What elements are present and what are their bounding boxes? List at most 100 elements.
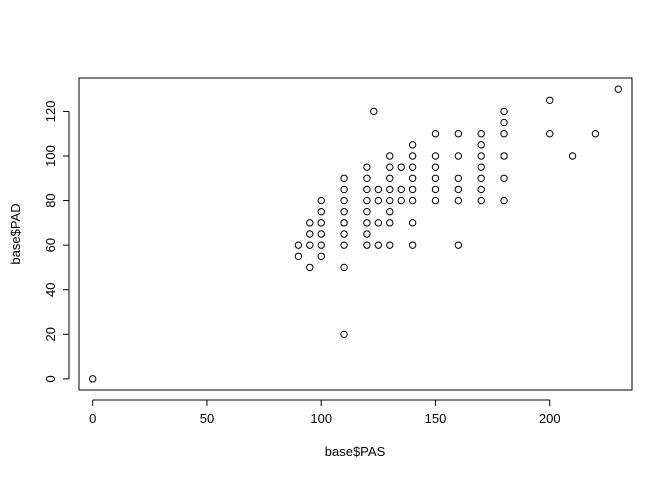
data-point	[477, 185, 485, 194]
data-point	[454, 152, 463, 160]
data-point	[408, 241, 417, 249]
data-point	[363, 196, 371, 205]
data-point	[477, 163, 485, 171]
data-point	[374, 196, 383, 205]
data-point	[340, 263, 348, 272]
data-point	[568, 152, 577, 160]
data-point	[546, 130, 554, 138]
data-point	[454, 196, 463, 205]
data-point	[431, 196, 440, 205]
data-point	[340, 196, 348, 205]
data-point	[454, 174, 463, 182]
data-point	[477, 130, 485, 138]
data-point	[363, 174, 371, 182]
data-point	[317, 241, 325, 249]
data-point	[397, 185, 405, 194]
data-point	[306, 230, 314, 238]
data-point	[317, 196, 325, 205]
data-point	[591, 130, 600, 138]
y-tick-label: 40	[43, 282, 58, 296]
data-point	[317, 219, 325, 227]
x-tick-label: 200	[539, 411, 561, 426]
data-point	[500, 174, 508, 182]
data-point	[454, 130, 463, 138]
data-point	[408, 141, 417, 149]
data-point	[386, 185, 394, 194]
data-point	[546, 96, 554, 104]
data-point	[431, 174, 440, 182]
data-point	[500, 118, 508, 127]
data-point	[454, 185, 463, 194]
data-point	[431, 163, 440, 171]
data-point	[386, 196, 394, 205]
data-point	[317, 252, 325, 260]
data-point	[500, 152, 508, 160]
y-tick-label: 80	[43, 193, 58, 207]
data-point	[408, 163, 417, 171]
y-tick-label: 120	[43, 101, 58, 123]
x-tick-label: 100	[310, 411, 332, 426]
data-point	[477, 196, 485, 205]
data-point	[431, 152, 440, 160]
plot-frame	[78, 77, 633, 391]
y-tick-label: 20	[43, 327, 58, 341]
data-point	[340, 185, 348, 194]
data-point	[363, 219, 371, 227]
data-point	[306, 263, 314, 272]
x-axis-title: base$PAS	[325, 444, 386, 459]
data-point	[408, 152, 417, 160]
data-point	[431, 130, 440, 138]
data-point	[500, 130, 508, 138]
data-point	[89, 375, 97, 383]
data-point	[477, 174, 485, 182]
data-point	[340, 208, 348, 216]
y-tick-label: 60	[43, 238, 58, 252]
data-point	[500, 196, 508, 205]
data-point	[454, 241, 463, 249]
data-point	[317, 230, 325, 238]
data-point	[340, 241, 348, 249]
data-point	[340, 330, 348, 338]
data-point	[374, 241, 383, 249]
data-point	[386, 208, 394, 216]
x-tick-label: 150	[425, 411, 447, 426]
data-point	[477, 141, 485, 149]
data-point	[294, 252, 303, 260]
data-point	[317, 208, 325, 216]
data-point	[408, 185, 417, 194]
data-point	[363, 208, 371, 216]
x-tick-label: 50	[200, 411, 214, 426]
data-point	[363, 241, 371, 249]
data-point	[363, 163, 371, 171]
data-point	[363, 185, 371, 194]
data-point	[306, 241, 314, 249]
data-point	[294, 241, 303, 249]
data-point	[477, 152, 485, 160]
data-point	[340, 219, 348, 227]
data-point	[370, 107, 378, 116]
data-point	[386, 163, 394, 171]
data-point	[363, 230, 371, 238]
y-axis: 0 20 40 60 80 100 120	[43, 101, 70, 382]
x-axis: 0 50 100 150 200	[89, 399, 561, 426]
data-point	[340, 230, 348, 238]
data-point	[614, 85, 622, 93]
data-point	[386, 219, 394, 227]
data-point	[386, 152, 394, 160]
data-point	[397, 163, 405, 171]
data-points	[89, 85, 622, 383]
data-point	[500, 107, 508, 116]
data-point	[386, 174, 394, 182]
data-point	[408, 174, 417, 182]
data-point	[408, 196, 417, 205]
data-point	[431, 185, 440, 194]
y-tick-label: 100	[43, 145, 58, 167]
y-axis-title: base$PAD	[8, 203, 23, 264]
data-point	[374, 219, 383, 227]
y-tick-label: 0	[43, 375, 58, 382]
data-point	[408, 219, 417, 227]
x-tick-label: 0	[89, 411, 96, 426]
data-point	[374, 185, 383, 194]
data-point	[397, 196, 405, 205]
